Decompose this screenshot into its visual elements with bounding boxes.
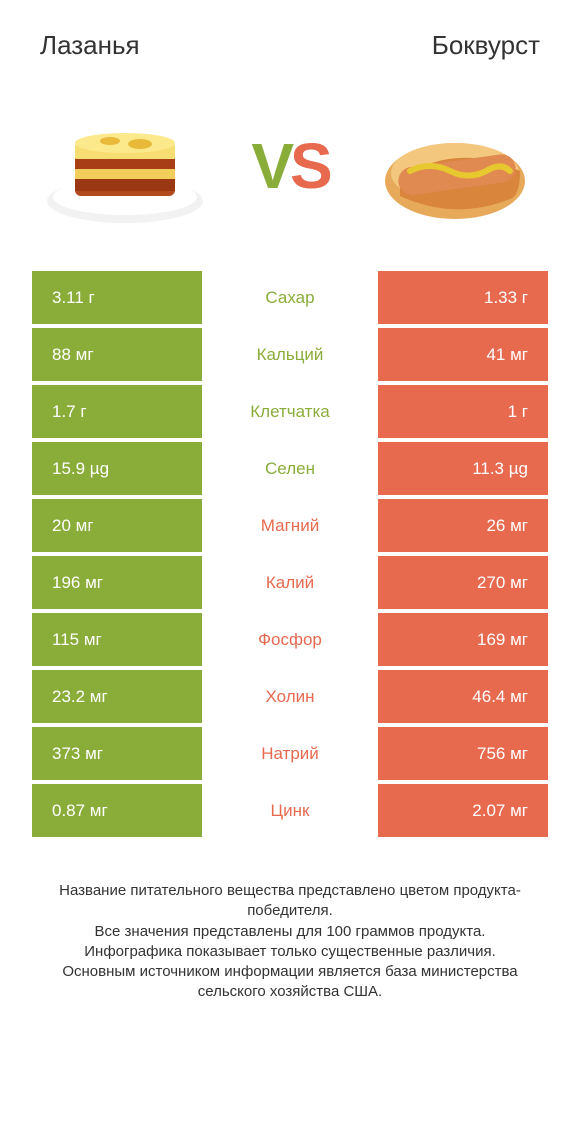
table-row: 20 мгМагний26 мг [32,499,548,552]
left-value-cell: 15.9 µg [32,442,202,495]
right-value-cell: 270 мг [378,556,548,609]
left-value-cell: 373 мг [32,727,202,780]
table-row: 88 мгКальций41 мг [32,328,548,381]
vs-v-letter: V [251,130,290,202]
nutrient-label: Селен [202,442,378,495]
nutrient-label: Калий [202,556,378,609]
right-value-cell: 46.4 мг [378,670,548,723]
left-value-cell: 23.2 мг [32,670,202,723]
left-value-cell: 3.11 г [32,271,202,324]
table-row: 23.2 мгХолин46.4 мг [32,670,548,723]
nutrient-label: Цинк [202,784,378,837]
right-value-cell: 11.3 µg [378,442,548,495]
nutrient-label: Холин [202,670,378,723]
table-row: 1.7 гКлетчатка1 г [32,385,548,438]
left-value-cell: 196 мг [32,556,202,609]
right-value-cell: 26 мг [378,499,548,552]
header: Лазанья Боквурст [0,0,580,71]
nutrient-label: Клетчатка [202,385,378,438]
table-row: 115 мгФосфор169 мг [32,613,548,666]
nutrient-label: Магний [202,499,378,552]
right-value-cell: 2.07 мг [378,784,548,837]
footer-line: Название питательного вещества представл… [30,881,550,922]
footer-line: Основным источником информации является … [30,962,550,1003]
nutrient-label: Натрий [202,727,378,780]
lasagna-image [40,96,210,236]
table-row: 15.9 µgСелен11.3 µg [32,442,548,495]
vs-s-letter: S [290,130,329,202]
vs-label: VS [251,129,328,203]
table-row: 373 мгНатрий756 мг [32,727,548,780]
bockwurst-image [370,96,540,236]
left-value-cell: 0.87 мг [32,784,202,837]
footer-line: Инфографика показывает только существенн… [30,942,550,962]
left-value-cell: 1.7 г [32,385,202,438]
right-value-cell: 756 мг [378,727,548,780]
nutrition-table: 3.11 гСахар1.33 г88 мгКальций41 мг1.7 гК… [0,271,580,837]
footer-notes: Название питательного вещества представл… [0,841,580,1003]
table-row: 3.11 гСахар1.33 г [32,271,548,324]
images-row: VS [0,71,580,271]
nutrient-label: Кальций [202,328,378,381]
footer-line: Все значения представлены для 100 граммо… [30,922,550,942]
left-value-cell: 88 мг [32,328,202,381]
right-value-cell: 1.33 г [378,271,548,324]
nutrient-label: Сахар [202,271,378,324]
nutrient-label: Фосфор [202,613,378,666]
right-value-cell: 1 г [378,385,548,438]
table-row: 196 мгКалий270 мг [32,556,548,609]
table-row: 0.87 мгЦинк2.07 мг [32,784,548,837]
right-food-title: Боквурст [432,30,540,61]
left-value-cell: 20 мг [32,499,202,552]
right-value-cell: 41 мг [378,328,548,381]
left-food-title: Лазанья [40,30,140,61]
right-value-cell: 169 мг [378,613,548,666]
left-value-cell: 115 мг [32,613,202,666]
